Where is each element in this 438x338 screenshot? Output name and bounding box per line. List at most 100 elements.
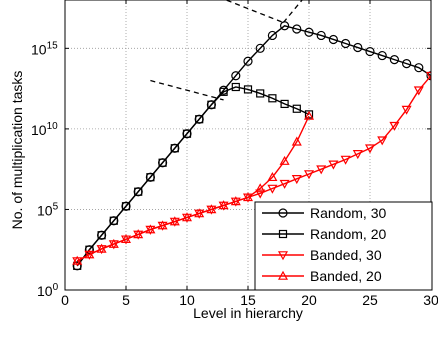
data-point <box>413 86 424 96</box>
x-axis-label: Level in hierarchy <box>193 305 303 321</box>
x-tick-label: 15 <box>240 292 256 308</box>
data-point <box>255 43 265 53</box>
data-point <box>292 24 302 34</box>
data-point <box>181 212 193 222</box>
data-point <box>194 208 205 218</box>
data-point <box>267 184 278 194</box>
data-point <box>230 196 241 206</box>
legend-item-banded-30: Banded, 30 <box>262 247 382 263</box>
annotation-dashed-line <box>224 0 284 24</box>
data-point <box>353 42 363 53</box>
x-tick-label: 5 <box>122 292 130 308</box>
data-point <box>243 56 253 66</box>
data-point <box>134 187 143 196</box>
data-point <box>426 71 431 81</box>
data-point <box>120 234 132 244</box>
data-point <box>267 30 277 41</box>
data-point <box>303 170 315 180</box>
series-group <box>72 21 431 271</box>
data-point <box>268 94 277 103</box>
legend-marker <box>278 208 288 218</box>
data-point <box>425 71 431 81</box>
data-point <box>72 255 83 265</box>
series-line-random-20 <box>76 86 310 267</box>
data-point <box>218 200 229 210</box>
x-tick-label: 10 <box>179 292 195 308</box>
data-point <box>242 192 254 202</box>
x-tick-label: 25 <box>362 292 378 308</box>
data-point <box>303 110 315 120</box>
data-point <box>402 59 412 69</box>
data-point <box>231 71 241 81</box>
data-point <box>255 183 266 193</box>
data-point <box>133 229 144 239</box>
x-tick-label: 0 <box>61 292 69 308</box>
data-point <box>365 46 375 57</box>
legend-item-random-30: Random, 30 <box>262 205 386 221</box>
legend-marker <box>278 229 288 239</box>
data-point <box>109 216 118 225</box>
legend-label: Banded, 20 <box>310 268 382 284</box>
data-point <box>219 87 228 96</box>
data-point <box>243 85 253 94</box>
data-point <box>96 243 107 253</box>
data-point <box>316 30 326 41</box>
data-point <box>389 55 399 65</box>
data-point <box>267 171 278 182</box>
legend-label: Banded, 30 <box>310 247 382 263</box>
data-point <box>231 82 240 92</box>
legend-marker <box>277 270 289 280</box>
data-point <box>146 173 155 182</box>
data-point <box>292 104 301 113</box>
legend-label: Random, 20 <box>310 226 386 242</box>
annotation-dashed-line <box>150 79 224 101</box>
data-point <box>414 63 424 73</box>
x-tick-label: 30 <box>423 292 438 308</box>
data-point <box>377 50 387 61</box>
data-point <box>401 105 412 115</box>
x-tick-label: 20 <box>301 292 317 308</box>
y-tick-label: 1010 <box>31 121 58 138</box>
data-point <box>108 238 119 248</box>
data-point <box>121 202 131 211</box>
data-point <box>255 189 266 199</box>
y-tick-label: 100 <box>37 282 59 299</box>
legend-item-random-20: Random, 20 <box>262 226 386 242</box>
data-point <box>182 129 192 138</box>
data-point <box>328 34 338 45</box>
legend-marker <box>277 251 289 261</box>
data-point <box>341 38 351 49</box>
y-tick-label: 1015 <box>31 40 58 57</box>
data-point <box>377 136 388 146</box>
data-point <box>291 136 302 146</box>
data-point <box>207 100 216 109</box>
legend-item-banded-20: Banded, 20 <box>262 268 382 284</box>
data-point <box>279 179 290 189</box>
data-point <box>304 27 314 37</box>
data-point <box>279 155 290 165</box>
legend: Random, 30 Random, 20 Banded, 30 Banded, 20 <box>254 201 433 291</box>
data-point <box>158 158 167 167</box>
data-point <box>280 99 289 109</box>
data-point <box>170 144 179 153</box>
data-point <box>145 224 156 234</box>
data-point <box>316 165 327 175</box>
series-banded-20 <box>72 110 315 265</box>
data-point <box>157 220 168 230</box>
annotation-lines <box>150 0 303 101</box>
data-point <box>364 144 376 154</box>
data-point <box>352 150 363 160</box>
data-point <box>389 121 400 131</box>
data-point <box>85 245 94 254</box>
y-axis-label: No. of multiplication tasks <box>9 71 25 230</box>
data-point <box>340 155 351 165</box>
data-point <box>73 261 82 270</box>
data-point <box>169 216 180 226</box>
data-point <box>291 175 302 185</box>
legend-label: Random, 30 <box>310 205 386 221</box>
data-point <box>328 160 339 170</box>
y-tick-label: 105 <box>37 201 59 218</box>
